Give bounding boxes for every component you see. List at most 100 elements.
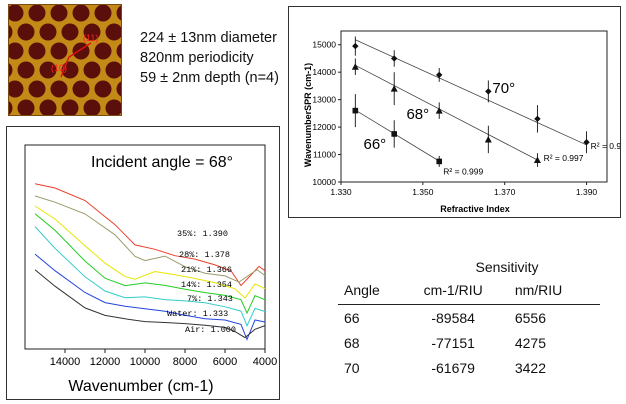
spectra-x-tick-label: 14000 — [50, 356, 81, 368]
calibration-r2-label: R² = 0.986 — [591, 141, 620, 151]
cell-cm-per-riu: -89584 — [431, 309, 475, 326]
afm-hole — [9, 63, 13, 77]
afm-hole — [105, 99, 121, 115]
spectra-x-tick-label: 10000 — [130, 356, 161, 368]
calibration-point — [533, 156, 541, 164]
afm-hole — [17, 23, 35, 41]
calibration-r2-label: R² = 0.999 — [443, 167, 483, 177]
afm-hole — [39, 61, 57, 79]
cell-angle: 66 — [344, 309, 360, 326]
spectra-series-line — [34, 205, 266, 299]
calibration-point — [583, 138, 590, 146]
cell-nm-per-riu: 3422 — [514, 359, 546, 376]
spectra-series-label: 28%: 1.378 — [179, 250, 230, 260]
afm-hole — [17, 61, 35, 79]
calibration-point — [352, 107, 359, 114]
afm-hole — [9, 42, 24, 60]
calibration-y-tick-label: 14000 — [312, 67, 336, 77]
calibration-point — [391, 55, 398, 62]
afm-hole — [94, 5, 112, 22]
calibration-point — [436, 71, 443, 79]
cell-angle: 70 — [344, 359, 360, 376]
afm-hole — [94, 42, 112, 60]
calibration-ylabel: WavenumberSPR (cm-1) — [303, 63, 313, 167]
calibration-fit-line — [355, 109, 440, 162]
depth-text: 59 ± 2nm depth (n=4) — [140, 70, 279, 86]
diameter-text: 224 ± 13nm diameter — [140, 30, 277, 46]
calibration-x-tick-label: 1.350 — [412, 187, 434, 197]
spectra-x-tick-label: 8000 — [173, 356, 197, 368]
series-label-70: 70° — [492, 80, 515, 97]
calibration-point — [484, 135, 492, 143]
table-header-row: Angle cm-1/RIU nm/RIU — [338, 278, 600, 305]
afm-label-10: (10) — [51, 63, 67, 73]
afm-hole — [105, 61, 121, 79]
spectra-series-label: Water: 1.333 — [167, 309, 228, 319]
periodicity-text: 820nm periodicity — [140, 50, 254, 66]
calibration-plot-frame — [340, 30, 608, 183]
spectra-xlabel: Wavenumber (cm-1) — [68, 378, 213, 395]
afm-hole — [83, 99, 101, 115]
spectra-x-tick-label: 6000 — [213, 356, 237, 368]
calibration-point — [436, 158, 443, 165]
afm-hole — [28, 42, 46, 60]
calibration-point — [534, 115, 541, 123]
spectra-x-tick-label: 12000 — [90, 356, 121, 368]
spectra-series-line — [34, 269, 266, 339]
spectra-series-line — [34, 195, 266, 283]
afm-hole — [9, 5, 24, 22]
afm-hole — [50, 42, 68, 60]
calibration-point — [391, 131, 397, 137]
spectra-series-line — [34, 226, 266, 327]
spectra-chart: Incident angle = 68° 14000 12000 10000 8000… — [24, 144, 277, 395]
spectra-series-label: 21%: 1.366 — [181, 265, 232, 275]
table-row: 66 -89584 6556 — [338, 305, 600, 331]
calibration-fit-line — [355, 39, 587, 146]
afm-label-11: (11) — [83, 33, 98, 43]
calibration-y-tick-label: 15000 — [312, 40, 336, 50]
afm-hole — [28, 80, 46, 98]
afm-hole — [17, 99, 35, 115]
sample-info: 224 ± 13nm diameter 820nm periodicity 59… — [140, 28, 279, 88]
spectra-series-line — [34, 183, 266, 287]
afm-hole — [116, 43, 121, 59]
spectra-series-line — [34, 213, 266, 315]
calibration-y-tick-label: 10000 — [312, 177, 336, 187]
afm-hole — [28, 5, 46, 22]
calibration-point — [352, 42, 359, 50]
calibration-point — [351, 63, 359, 70]
calibration-y-tick-label: 11000 — [313, 150, 336, 160]
calibration-point — [435, 107, 443, 114]
spectra-x-tick-label: 4000 — [253, 356, 277, 368]
series-label-66: 66° — [364, 136, 387, 153]
calibration-xlabel: Refractive Index — [440, 204, 510, 214]
calibration-x-tick-label: 1.390 — [576, 187, 598, 197]
afm-hole — [39, 23, 57, 41]
calibration-y-tick-label: 13000 — [312, 95, 336, 105]
cell-cm-per-riu: -77151 — [431, 334, 475, 351]
afm-hole — [105, 23, 121, 41]
cell-angle: 68 — [344, 334, 360, 351]
afm-hole — [83, 23, 101, 41]
afm-image: (11) (10) — [8, 4, 122, 116]
sensitivity-title: Sensitivity — [475, 259, 539, 275]
calibration-point — [390, 85, 398, 92]
calibration-chart-panel: 10000 11000 12000 13000 14000 15000 1.330 1.350… — [288, 6, 626, 218]
calibration-point — [485, 88, 492, 95]
cell-nm-per-riu: 6556 — [514, 309, 546, 326]
calibration-chart: 10000 11000 12000 13000 14000 15000 1.330 1.350… — [303, 30, 626, 214]
spectra-series-label: 35%: 1.390 — [177, 229, 228, 239]
afm-hole — [61, 23, 79, 41]
table-row: 68 -77151 4275 — [338, 330, 600, 355]
spectra-series-label: Air: 1.000 — [185, 325, 236, 335]
header-nm-per-riu: nm/RIU — [500, 278, 600, 305]
afm-hole — [50, 5, 68, 22]
afm-hole — [116, 81, 121, 97]
series-label-68: 68° — [406, 106, 429, 123]
header-angle: Angle — [338, 278, 406, 305]
cell-nm-per-riu: 4275 — [514, 334, 546, 351]
calibration-fit-line — [355, 64, 538, 161]
calibration-x-tick-label: 1.330 — [330, 187, 352, 197]
table-row: 70 -61679 3422 — [338, 355, 600, 380]
afm-hole — [72, 5, 90, 22]
